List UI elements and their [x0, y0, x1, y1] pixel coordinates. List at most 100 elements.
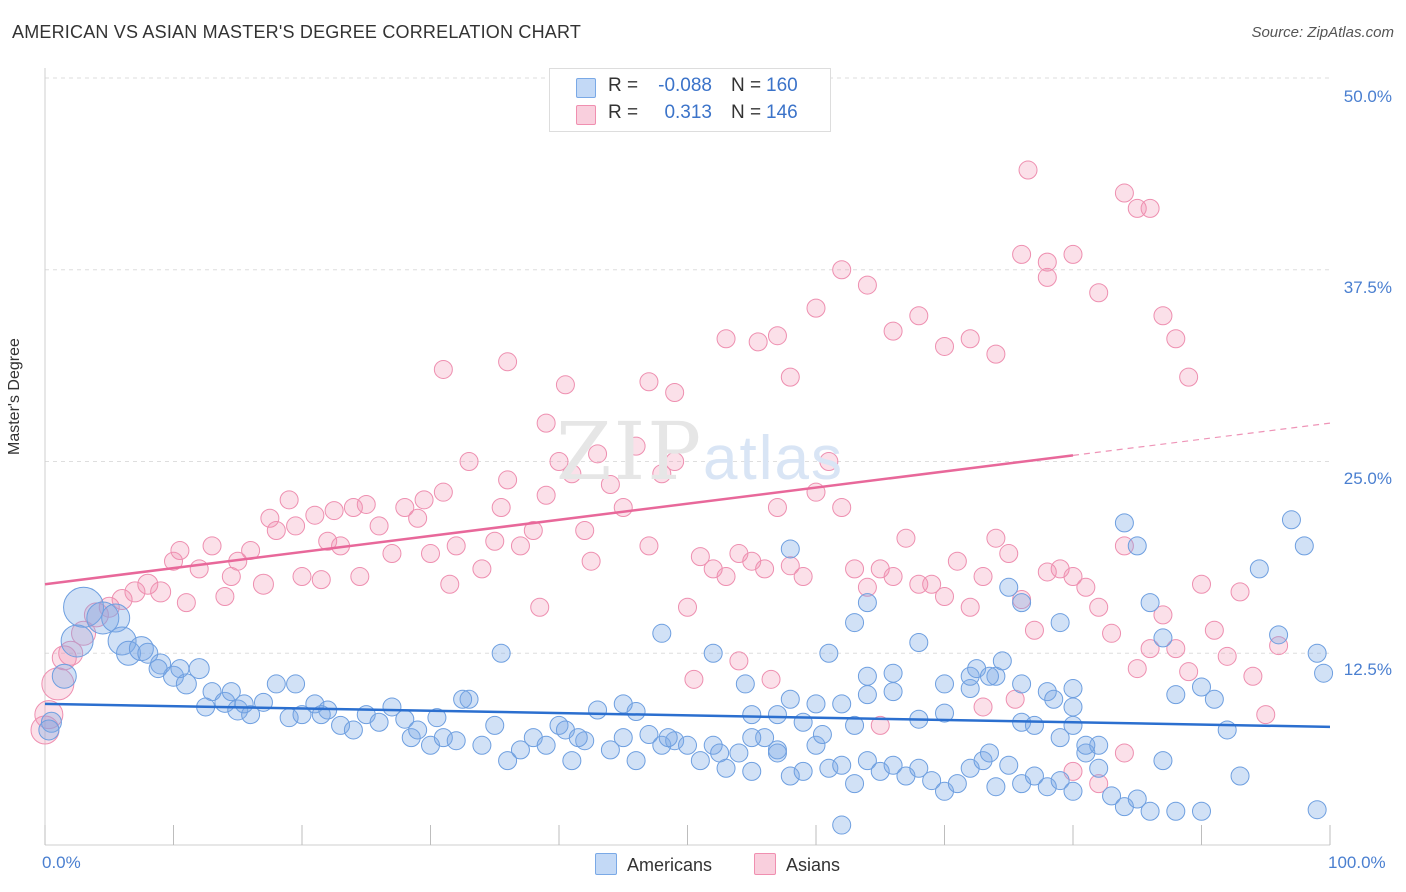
data-point: [588, 444, 608, 464]
data-point: [1050, 613, 1070, 633]
data-point: [793, 712, 813, 732]
data-point: [58, 640, 84, 666]
data-point: [170, 540, 190, 560]
data-point: [491, 643, 511, 663]
data-point: [999, 544, 1019, 564]
data-point: [819, 643, 839, 663]
data-point: [986, 344, 1006, 364]
data-point: [1204, 689, 1224, 709]
data-point: [1063, 567, 1083, 587]
data-point: [870, 761, 890, 781]
data-point: [883, 567, 903, 587]
data-point: [1217, 720, 1237, 740]
data-point: [433, 359, 453, 379]
data-point: [1230, 582, 1250, 602]
data-point: [305, 505, 325, 525]
data-point: [806, 694, 826, 714]
data-point: [1076, 735, 1096, 755]
asians-swatch: [576, 105, 596, 125]
data-point: [613, 728, 633, 748]
data-point: [1307, 800, 1327, 820]
data-point: [690, 751, 710, 771]
data-point: [857, 275, 877, 295]
data-point: [1114, 183, 1134, 203]
data-point: [1153, 605, 1173, 625]
data-point: [742, 761, 762, 781]
data-point: [1192, 677, 1211, 697]
data-point: [812, 725, 832, 745]
data-point: [343, 720, 363, 740]
data-point: [600, 740, 620, 760]
data-point: [909, 758, 929, 778]
data-point: [408, 720, 428, 740]
data-point: [678, 597, 697, 617]
data-point: [883, 663, 903, 683]
data-point: [626, 702, 646, 722]
data-point: [1140, 198, 1160, 218]
legend-asians[interactable]: Asians: [754, 853, 840, 876]
data-point: [857, 685, 877, 705]
data-point: [883, 321, 903, 341]
r-label: R =: [608, 102, 639, 123]
data-point: [1089, 283, 1109, 303]
data-point: [761, 669, 781, 689]
data-point: [1114, 743, 1134, 763]
data-point: [453, 689, 473, 709]
data-point: [111, 589, 133, 611]
legend-americans[interactable]: Americans: [595, 853, 712, 876]
data-point: [176, 593, 196, 613]
data-point: [1063, 697, 1083, 717]
data-point: [234, 694, 254, 714]
data-point: [780, 689, 800, 709]
n-label: N =: [731, 102, 762, 123]
data-point: [485, 715, 505, 735]
data-point: [639, 372, 659, 392]
data-point: [1024, 715, 1044, 735]
data-point: [909, 306, 929, 326]
data-point: [395, 498, 415, 518]
data-point: [1089, 597, 1109, 617]
y-tick-label: 25.0%: [1343, 469, 1392, 488]
watermark-atlas: atlas: [703, 424, 844, 493]
data-point: [498, 470, 518, 490]
data-point: [979, 743, 999, 763]
data-point: [690, 547, 710, 567]
data-point: [1024, 766, 1044, 786]
data-point: [935, 703, 954, 723]
data-point: [1269, 625, 1289, 645]
data-point: [1307, 643, 1327, 663]
data-point: [116, 640, 142, 666]
data-point: [536, 413, 556, 433]
data-point: [260, 508, 280, 528]
data-point: [292, 705, 312, 725]
data-point: [446, 536, 466, 556]
data-point: [510, 536, 530, 556]
data-point: [40, 711, 62, 733]
data-point: [331, 715, 351, 735]
regression-extension: [1072, 422, 1331, 456]
data-point: [748, 332, 768, 352]
data-point: [780, 539, 800, 559]
data-point: [639, 725, 659, 745]
data-point: [1269, 636, 1289, 656]
data-point: [716, 567, 736, 587]
data-point: [588, 700, 608, 720]
data-point: [845, 559, 865, 579]
regression-line: [44, 702, 1331, 729]
data-point: [652, 464, 672, 484]
data-point: [311, 570, 331, 590]
data-point: [1063, 679, 1083, 699]
data-point: [973, 697, 993, 717]
data-point: [870, 715, 890, 735]
stats-row-americans: R = -0.088 N = 160: [550, 75, 830, 101]
data-point: [845, 774, 865, 794]
data-point: [1140, 593, 1160, 613]
data-point: [549, 452, 569, 471]
data-point: [973, 751, 993, 771]
data-point: [684, 669, 704, 689]
data-point: [1249, 559, 1269, 579]
data-point: [1037, 252, 1057, 272]
data-point: [279, 490, 299, 510]
data-point: [626, 436, 646, 456]
data-point: [408, 508, 428, 528]
